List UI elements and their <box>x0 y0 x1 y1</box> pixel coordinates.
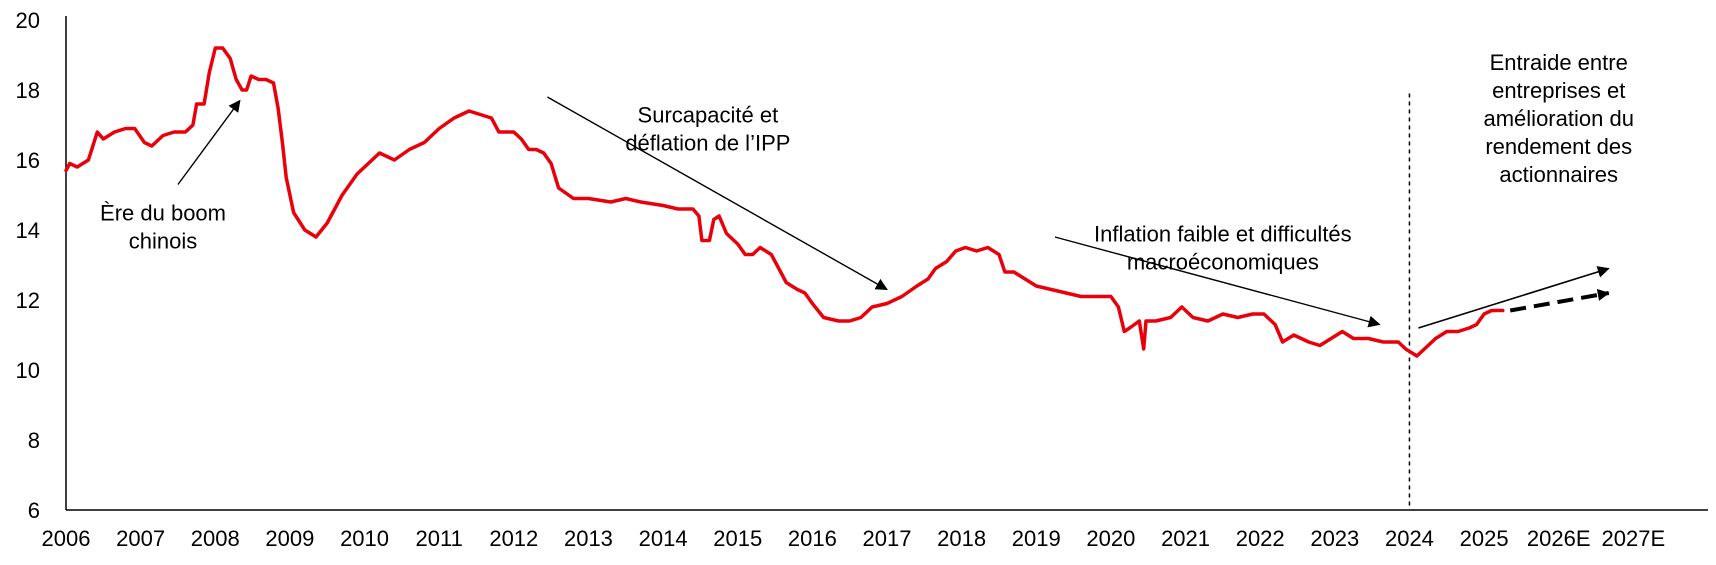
x-tick-label-2024: 2024 <box>1385 526 1434 551</box>
x-tick-label-2027E: 2027E <box>1602 526 1666 551</box>
y-tick-label-10: 10 <box>16 358 40 383</box>
x-tick-label-2020: 2020 <box>1086 526 1135 551</box>
annotation-mutual-aid-line-4: actionnaires <box>1499 162 1618 187</box>
annotation-chinese-boom-line-1: chinois <box>129 229 197 254</box>
y-tick-label-20: 20 <box>16 8 40 33</box>
series-line-valuation <box>64 46 1505 358</box>
annotation-chinese-boom-line-0: Ère du boom <box>100 201 226 226</box>
x-tick-label-2009: 2009 <box>265 526 314 551</box>
x-tick-label-2021: 2021 <box>1161 526 1210 551</box>
annotation-overcapacity-line-0: Surcapacité et <box>638 103 779 128</box>
x-tick-label-2017: 2017 <box>863 526 912 551</box>
annotation-low-inflation-line-0: Inflation faible et difficultés <box>1094 222 1352 247</box>
x-tick-label-2018: 2018 <box>937 526 986 551</box>
annotation-low-inflation-arrow <box>1054 236 1381 328</box>
y-tick-label-18: 18 <box>16 78 40 103</box>
x-tick-label-2011: 2011 <box>416 526 463 551</box>
x-tick-label-2012: 2012 <box>489 526 538 551</box>
x-tick-label-2025: 2025 <box>1460 526 1509 551</box>
series-group <box>64 46 1610 358</box>
x-tick-label-2014: 2014 <box>639 526 688 551</box>
x-tick-label-2022: 2022 <box>1236 526 1285 551</box>
x-tick-label-2006: 2006 <box>42 526 91 551</box>
tick-labels: 6 8 10 12 14 16 18 20 2006 2007 2008 2009 2010 2011 20… <box>16 8 1666 551</box>
x-tick-label-2007: 2007 <box>116 526 165 551</box>
y-tick-label-8: 8 <box>28 428 40 453</box>
annotation-mutual-aid-line-0: Entraide entre <box>1490 50 1628 75</box>
x-tick-label-2026E: 2026E <box>1527 526 1591 551</box>
annotation-overcapacity-arrow <box>547 96 888 291</box>
dashed-projection-arrow <box>1509 289 1610 313</box>
annotation-mutual-aid-line-3: rendement des <box>1485 134 1632 159</box>
annotation-mutual-aid-line-1: entreprises et <box>1492 78 1625 103</box>
annotation-chinese-boom-arrow <box>177 99 241 185</box>
x-tick-label-2013: 2013 <box>564 526 613 551</box>
solid-projection-arrow <box>1418 266 1610 329</box>
y-tick-label-12: 12 <box>16 288 40 313</box>
x-tick-label-2008: 2008 <box>191 526 240 551</box>
annotations-group: Ère du boom chinois Surcapacité et déflatio… <box>100 50 1634 328</box>
x-tick-label-2023: 2023 <box>1310 526 1359 551</box>
x-tick-label-2015: 2015 <box>713 526 762 551</box>
annotation-overcapacity-line-1: déflation de l’IPP <box>625 131 790 156</box>
annotation-mutual-aid-line-2: amélioration du <box>1484 106 1634 131</box>
x-tick-label-2010: 2010 <box>340 526 389 551</box>
x-tick-label-2016: 2016 <box>788 526 837 551</box>
y-tick-label-14: 14 <box>16 218 40 243</box>
y-tick-label-16: 16 <box>16 148 40 173</box>
y-tick-label-6: 6 <box>28 498 40 523</box>
axes <box>65 16 1708 511</box>
x-tick-label-2019: 2019 <box>1012 526 1061 551</box>
annotation-low-inflation-line-1: macroéconomiques <box>1127 250 1319 275</box>
